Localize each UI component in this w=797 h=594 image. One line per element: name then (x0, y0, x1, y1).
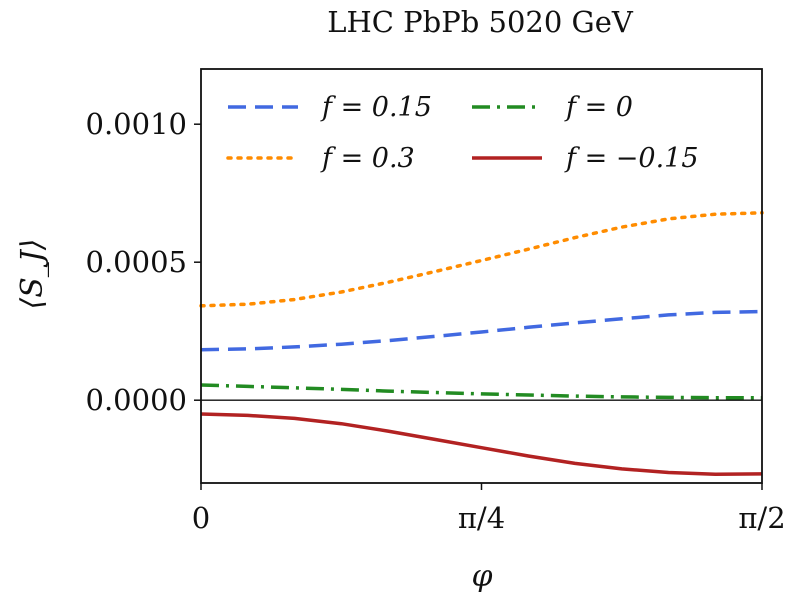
x-tick-label: π/2 (738, 501, 785, 535)
plot-area: 0.0000 0.0005 0.0010 0 π/4 π/2 f = 0.15 f = 0.3… (86, 68, 786, 535)
series-line-1 (199, 211, 764, 308)
series-line-3 (200, 412, 763, 476)
x-tick-label: 0 (192, 501, 210, 535)
series-line-0 (200, 309, 763, 352)
series-line-2 (200, 383, 762, 400)
legend-label: f = 0.15 (320, 92, 432, 123)
legend-label: f = −0.15 (564, 143, 699, 174)
x-tick-label: π/4 (458, 501, 505, 535)
legend-label: f = 0.3 (320, 143, 415, 174)
y-tick-label: 0.0000 (86, 383, 187, 417)
plot-frame (200, 68, 763, 484)
x-axis-label: φ (471, 559, 492, 594)
chart-title: LHC PbPb 5020 GeV (327, 5, 634, 39)
y-tick-label: 0.0005 (86, 245, 187, 279)
y-axis-label: ⟨S_J⟩ (15, 239, 50, 310)
legend-label: f = 0 (564, 92, 633, 123)
y-tick-label: 0.0010 (86, 107, 187, 141)
